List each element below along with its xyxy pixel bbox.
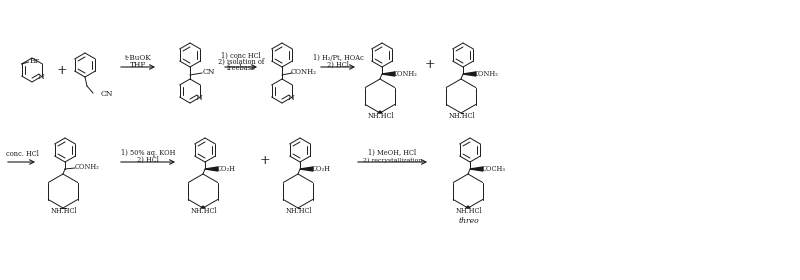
Text: N: N: [196, 94, 202, 102]
Text: CONH₂: CONH₂: [291, 68, 317, 76]
Text: 2) HCl: 2) HCl: [327, 61, 349, 69]
Text: conc. HCl: conc. HCl: [6, 150, 38, 158]
Text: 1) 50% aq. KOH: 1) 50% aq. KOH: [121, 149, 175, 157]
Polygon shape: [300, 167, 313, 171]
Text: CN: CN: [202, 68, 215, 76]
Polygon shape: [201, 206, 205, 208]
Text: CONH₂: CONH₂: [74, 163, 99, 171]
Text: CONH₂: CONH₂: [393, 70, 418, 78]
Polygon shape: [463, 72, 476, 76]
Text: 2) recrystallization: 2) recrystallization: [363, 157, 422, 163]
Text: N: N: [38, 73, 45, 81]
Text: CN: CN: [101, 90, 114, 98]
Text: COCH₃: COCH₃: [482, 165, 506, 173]
Text: Br: Br: [30, 57, 39, 65]
Polygon shape: [470, 167, 483, 171]
Text: +: +: [425, 59, 435, 71]
Text: CONH₂: CONH₂: [474, 70, 498, 78]
Text: +: +: [57, 64, 67, 76]
Text: NH.HCl: NH.HCl: [449, 112, 475, 120]
Text: +: +: [260, 153, 270, 167]
Text: 2) HCl: 2) HCl: [137, 156, 159, 164]
Text: NH.HCl: NH.HCl: [368, 112, 394, 120]
Text: t-BuOK: t-BuOK: [125, 54, 151, 62]
Text: N: N: [288, 94, 294, 102]
Text: 1) MeOH, HCl: 1) MeOH, HCl: [369, 149, 417, 157]
Text: freebase: freebase: [226, 64, 255, 72]
Polygon shape: [382, 72, 395, 76]
Text: NH.HCl: NH.HCl: [286, 207, 312, 215]
Text: CO₂H: CO₂H: [217, 165, 235, 173]
Text: THF: THF: [130, 61, 146, 69]
Text: CO₂H: CO₂H: [311, 165, 330, 173]
Polygon shape: [205, 167, 218, 171]
Polygon shape: [378, 111, 382, 113]
Text: 1) H₂/Pt, HOAc: 1) H₂/Pt, HOAc: [313, 54, 363, 62]
Text: NH.HCl: NH.HCl: [190, 207, 218, 215]
Text: 1) conc HCl: 1) conc HCl: [221, 52, 261, 60]
Text: NH.HCl: NH.HCl: [50, 207, 78, 215]
Text: 2) isolation of: 2) isolation of: [218, 58, 264, 66]
Text: threo: threo: [458, 217, 479, 225]
Polygon shape: [466, 206, 470, 208]
Text: NH.HCl: NH.HCl: [456, 207, 482, 215]
